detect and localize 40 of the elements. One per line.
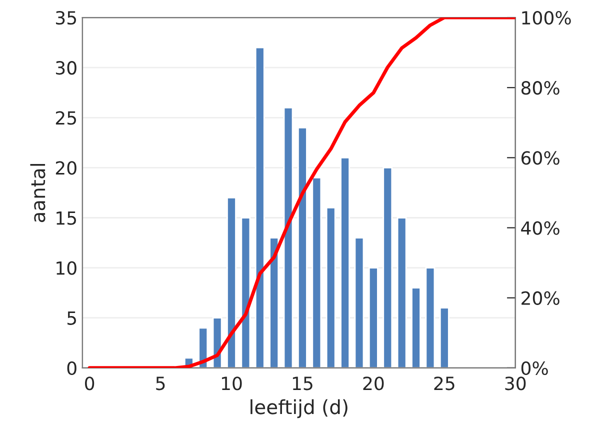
bar (269, 237, 280, 368)
bar (439, 307, 450, 368)
x-tick-label: 5 (156, 376, 165, 390)
bar (283, 106, 294, 368)
y-tick-label: 30 (56, 61, 76, 75)
bar (340, 156, 350, 368)
bar (354, 237, 364, 368)
y-tick-label: 25 (56, 111, 76, 125)
bar (382, 166, 393, 368)
y2-tick-label: 100% (522, 10, 571, 25)
y2-tick-label: 40% (521, 221, 560, 235)
y-tick-label: 0 (67, 361, 76, 376)
x-tick-label: 10 (222, 376, 242, 390)
y2-tick-label: 60% (521, 151, 560, 165)
bar (240, 217, 251, 368)
y-tick-label: 20 (56, 161, 76, 175)
bar (425, 267, 436, 368)
bar (368, 267, 378, 368)
y-tick-label: 10 (56, 261, 76, 275)
x-tick-label: 30 (505, 376, 526, 390)
y-axis-title: aantal (30, 164, 46, 222)
bar (298, 126, 308, 368)
y-tick-label: 15 (56, 211, 76, 225)
bar (312, 177, 322, 368)
y-tick-label: 5 (68, 312, 76, 325)
y-tick-label: 35 (56, 10, 76, 25)
bar (198, 327, 208, 368)
bar (326, 207, 336, 368)
x-tick-label: 25 (434, 376, 454, 390)
bar (411, 287, 421, 368)
x-tick-label: 0 (85, 376, 94, 390)
y2-tick-label: 80% (521, 81, 560, 95)
bar (396, 217, 407, 368)
x-tick-label: 15 (292, 376, 312, 390)
y2-tick-label: 0% (521, 361, 548, 376)
bar (254, 46, 265, 368)
bar (226, 197, 236, 368)
x-tick-label: 20 (363, 376, 384, 390)
x-axis-title: leeftijd (d) (250, 399, 348, 418)
y2-tick-label: 20% (522, 291, 560, 305)
